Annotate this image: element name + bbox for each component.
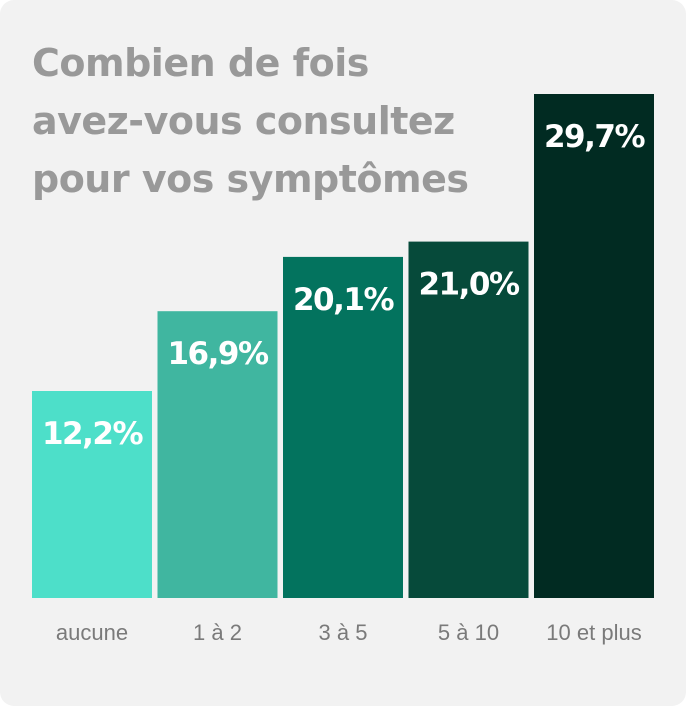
bar-value-label-5: 29,7% [544,119,645,155]
bar-3 [283,256,403,598]
category-label-5: 10 et plus [546,620,641,645]
bar-value-label-3: 20,1% [293,282,394,318]
bar-value-label-2: 16,9% [167,336,268,372]
bar-1 [32,391,152,598]
category-label-4: 5 à 10 [438,620,499,645]
category-label-3: 3 à 5 [319,620,368,645]
bar-value-label-4: 21,0% [418,267,519,303]
chart-title-line-3: pour vos symptômes [32,157,469,201]
bar-5 [534,94,654,598]
bar-4 [408,241,529,598]
bar-value-label-1: 12,2% [42,416,143,452]
bar-2 [157,311,278,598]
category-label-2: 1 à 2 [193,620,242,645]
category-label-1: aucune [56,620,128,645]
chart-title-line-1: Combien de fois [32,41,369,85]
chart-title: Combien de fois avez-vous consultez pour… [32,34,512,208]
chart-title-line-2: avez-vous consultez [32,99,455,143]
